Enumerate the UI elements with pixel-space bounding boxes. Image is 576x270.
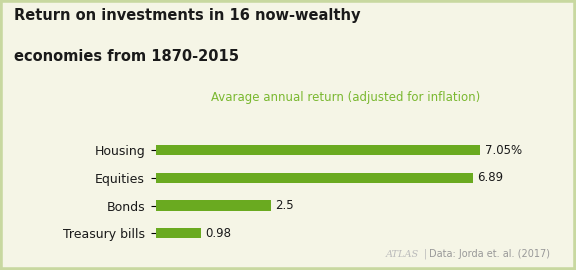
Bar <box>156 200 271 211</box>
Text: |: | <box>423 249 427 259</box>
Text: Return on investments in 16 now-wealthy: Return on investments in 16 now-wealthy <box>14 8 361 23</box>
Text: Data: Jorda et. al. (2017): Data: Jorda et. al. (2017) <box>429 249 550 259</box>
Text: 0.98: 0.98 <box>205 227 232 240</box>
Text: 2.5: 2.5 <box>275 199 294 212</box>
Text: 7.05%: 7.05% <box>485 144 522 157</box>
Text: ATLAS: ATLAS <box>386 250 419 259</box>
Text: Avarage annual return (adjusted for inflation): Avarage annual return (adjusted for infl… <box>211 91 480 104</box>
Text: economies from 1870-2015: economies from 1870-2015 <box>14 49 240 64</box>
Bar <box>156 173 473 183</box>
Bar <box>156 228 200 238</box>
Bar <box>156 145 480 156</box>
Text: 6.89: 6.89 <box>478 171 504 184</box>
